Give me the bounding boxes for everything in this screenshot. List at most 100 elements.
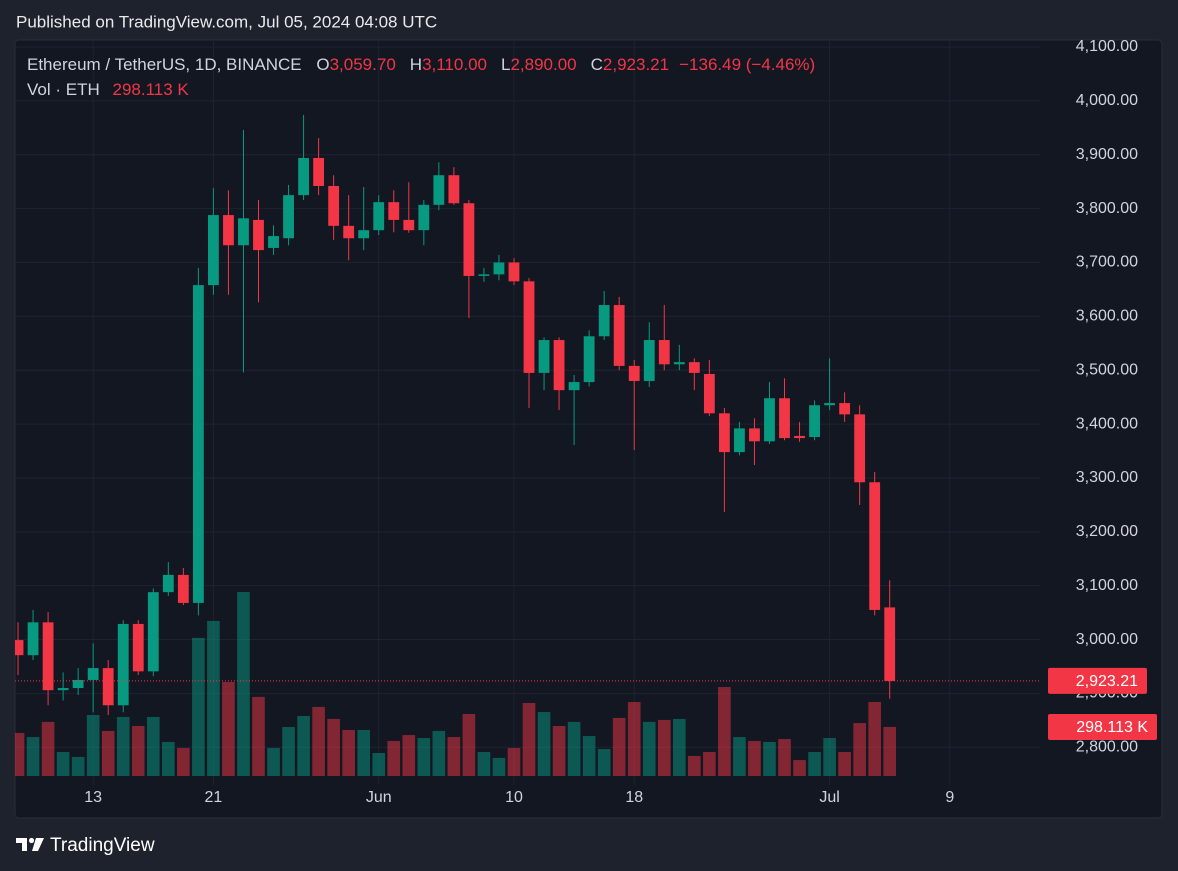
candle-body [298,157,309,196]
candle-body [884,607,896,681]
logo-mark [32,838,44,851]
candle-body [673,362,685,365]
y-tick-label: 3,600.00 [1076,308,1138,325]
volume-bar [41,721,55,776]
volume-bar [297,715,310,776]
candle-body [718,413,730,453]
volume-bar [237,592,250,776]
volume-bar [131,726,145,776]
y-tick-label: 3,900.00 [1076,146,1138,163]
volume-bar [357,729,371,776]
volume-bar [612,717,626,776]
legend-line: Ethereum / TetherUS, 1D, BINANCE O3,059.… [27,55,815,75]
candle-body [598,305,610,337]
volume-bar [567,721,581,776]
ohlc-value: 2,890.00 [510,55,577,74]
candle-body [192,285,204,603]
volume-bar [793,760,806,776]
candle-body [553,340,565,391]
volume-bar [342,729,355,776]
volume-title: Vol · ETH [27,80,100,99]
y-tick-label: 3,300.00 [1076,469,1138,486]
candle-body [839,403,851,415]
candle-body [523,281,535,373]
volume-bar [252,696,265,776]
volume-bar [718,687,731,776]
volume-bar [672,718,686,776]
x-tick-label: 21 [205,789,223,806]
volume-bar [838,751,851,776]
volume-bar [823,738,836,776]
y-tick-label: 4,000.00 [1076,92,1138,109]
candle-body [658,340,670,365]
volume-badge-label: 298.113 K [1076,719,1148,736]
volume-bar [312,706,325,776]
x-tick-label: 10 [505,789,523,806]
volume-bar [26,737,40,776]
candle-body [343,225,355,239]
y-tick-label: 3,100.00 [1076,577,1138,594]
volume-bar [462,714,476,776]
volume-bar [883,726,897,776]
candle-body [463,203,475,276]
candle-body [688,362,700,373]
volume-bar [477,751,491,776]
volume-bar [327,718,340,776]
volume-bar [447,737,461,776]
volume-bar [207,620,220,776]
volume-bar [101,730,115,776]
x-tick-label: Jun [366,789,392,806]
y-tick-label: 3,200.00 [1076,523,1138,540]
volume-bar [552,726,566,776]
candle-body [132,623,144,672]
volume-bar [56,751,70,776]
candle-body [388,202,400,220]
axes: 2,800.002,900.003,000.003,100.003,200.00… [84,38,1157,806]
y-tick-label: 3,800.00 [1076,200,1138,217]
candle-body [15,640,24,656]
last-price-label: 2,923.21 [1076,673,1138,690]
volume-bar [162,741,175,776]
y-tick-label: 4,100.00 [1076,38,1138,55]
candle-body [403,219,415,231]
volume-bar [597,749,611,776]
ohlc-key: C [590,55,603,74]
ohlc-key: O [316,55,330,74]
ohlc-value: 2,923.21 [602,55,670,74]
candle-body [72,679,84,689]
ohlc-value: 3,059.70 [329,55,396,74]
candle-body [328,185,340,226]
volume-badge [1048,713,1157,740]
volume-bar [642,721,656,776]
volume-bar [763,741,776,776]
ohlc-key: H [409,55,423,74]
candle-body [508,262,520,282]
candle-body [313,157,325,186]
volume-bar [146,716,160,776]
candle-body [779,398,790,439]
volume-bar [387,740,401,776]
candle-body [568,382,580,391]
candle-body [57,688,69,691]
footer-brand: TradingView [50,835,155,856]
candle-body [223,215,234,246]
ohlc: O3,059.70 H3,110.00 L2,890.00 C2,923.21 −136… [306,55,815,74]
candle-body [749,428,760,442]
candle-body [854,414,866,483]
grid [15,40,1040,785]
candle-body [283,195,294,239]
candle-body [824,403,836,406]
candle-body [268,236,279,248]
volume-bar [733,737,746,776]
volume-bar [688,755,701,776]
volume-bar [868,702,881,776]
candle-body [162,574,174,593]
volume-bar [808,751,821,776]
candle-body [448,175,460,204]
y-tick-label: 3,000.00 [1076,631,1138,648]
x-tick-label: 13 [84,789,102,806]
y-tick-label: 3,500.00 [1076,361,1138,378]
volume-bar [15,732,25,776]
candle-layer [15,114,1040,715]
